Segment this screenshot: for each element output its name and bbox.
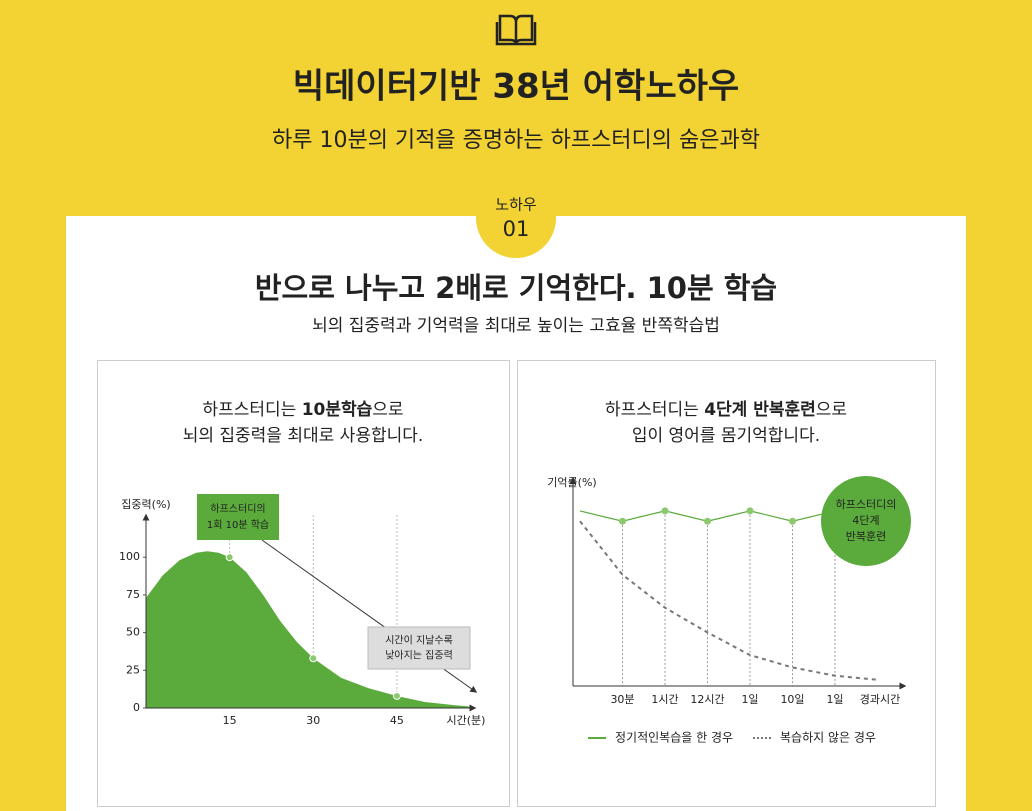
x-tick-label: 15	[223, 714, 237, 727]
x-tick-label: 45	[390, 714, 404, 727]
annotation-text: 하프스터디의	[836, 497, 897, 511]
y-tick-label: 50	[126, 626, 140, 639]
card-title-part: 으로	[372, 400, 403, 420]
card-title-part: 입이 영어를 몸기억합니다.	[632, 426, 820, 446]
annotation-circle	[821, 476, 911, 566]
x-axis-label: 시간(분)	[447, 714, 486, 727]
y-tick-label: 25	[126, 663, 140, 676]
legend-label: 복습하지 않은 경우	[780, 731, 876, 745]
point	[789, 517, 796, 525]
annotation-text: 반복훈련	[846, 530, 886, 543]
card-title: 뇌의 집중력을 최대로 사용합니다.	[183, 426, 424, 446]
annotation-text: 4단계	[852, 514, 879, 527]
y-axis-label: 집중력(%)	[121, 498, 170, 511]
card-title: 하프스터디는 10분학습으로	[202, 400, 403, 420]
card-title-part: 10분학습	[302, 400, 373, 420]
point	[704, 517, 711, 525]
point	[661, 507, 669, 515]
header-title: 빅데이터기반 38년 어학노하우	[293, 67, 739, 107]
x-axis-label: 경과시간	[860, 693, 900, 706]
card-title-part: 4단계 반복훈련	[704, 399, 816, 420]
annotation-text: 낮아지는 집중력	[385, 650, 453, 662]
annotation-text: 하프스터디의	[210, 502, 265, 515]
x-tick-label: 1일	[826, 692, 843, 706]
y-tick-label: 100	[119, 550, 140, 563]
annotation-text: 1회 10분 학습	[207, 519, 269, 531]
badge-label: 노하우	[495, 196, 537, 214]
annotation-text: 시간이 지날수록	[385, 635, 453, 647]
x-tick-label: 30	[306, 714, 320, 727]
badge-number: 01	[503, 217, 530, 241]
badge	[476, 178, 556, 258]
point	[392, 691, 401, 700]
y-axis-label: 기억률(%)	[547, 476, 596, 489]
x-tick-label: 1시간	[651, 693, 678, 706]
x-tick-label: 12시간	[690, 693, 724, 706]
legend-label: 정기적인복습을 한 경우	[615, 731, 733, 745]
area	[146, 551, 470, 708]
point	[619, 517, 626, 525]
book-icon	[495, 14, 537, 46]
card-title: 입이 영어를 몸기억합니다.	[632, 426, 820, 446]
point	[309, 654, 318, 663]
point	[746, 507, 754, 515]
point	[225, 553, 234, 562]
x-tick-label: 1일	[741, 692, 758, 706]
annotation-box	[197, 494, 279, 540]
header-subtitle: 하루 10분의 기적을 증명하는 하프스터디의 숨은과학	[272, 128, 760, 153]
line	[579, 520, 878, 681]
card-title-part: 으로	[816, 400, 847, 420]
section-subtitle: 뇌의 집중력과 기억력을 최대로 높이는 고효율 반쪽학습법	[312, 316, 720, 336]
card-title: 하프스터디는 4단계 반복훈련으로	[605, 399, 847, 420]
card-title-part: 하프스터디는	[202, 400, 301, 420]
right-card	[517, 360, 936, 807]
card-title-part: 하프스터디는	[605, 400, 704, 420]
annotation-box	[367, 626, 471, 670]
card-title-part: 뇌의 집중력을 최대로 사용합니다.	[183, 426, 424, 446]
y-tick-label: 0	[133, 701, 140, 714]
y-tick-label: 75	[126, 588, 140, 601]
x-tick-label: 30분	[610, 693, 634, 706]
section-title: 반으로 나누고 2배로 기억한다. 10분 학습	[255, 271, 777, 305]
x-tick-label: 10일	[780, 692, 804, 706]
